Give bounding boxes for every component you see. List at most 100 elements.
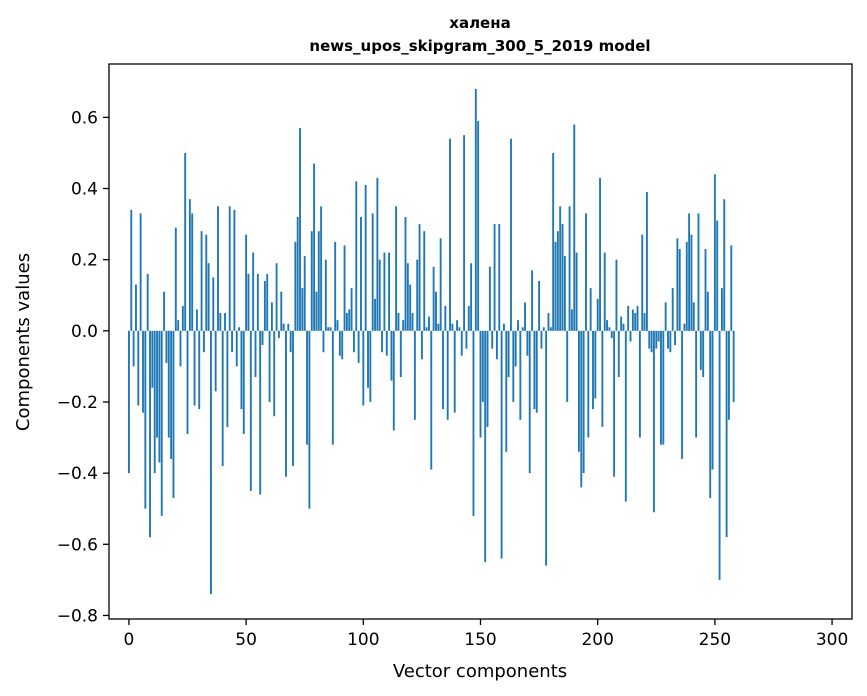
bar bbox=[275, 263, 278, 331]
bar bbox=[437, 323, 440, 331]
bar bbox=[709, 330, 712, 499]
bar bbox=[563, 256, 566, 331]
bar bbox=[334, 241, 337, 331]
bar bbox=[498, 224, 501, 331]
bar bbox=[289, 330, 292, 353]
bar bbox=[397, 313, 400, 331]
bar bbox=[362, 330, 365, 406]
bar bbox=[388, 252, 391, 331]
bar bbox=[270, 302, 273, 331]
bar bbox=[460, 330, 463, 356]
bar bbox=[228, 206, 231, 331]
bar bbox=[706, 291, 709, 331]
bar bbox=[303, 256, 306, 331]
bar bbox=[296, 216, 299, 331]
bar bbox=[622, 323, 625, 331]
bar bbox=[381, 330, 383, 353]
bar bbox=[578, 330, 580, 452]
bar bbox=[153, 330, 156, 474]
bar bbox=[249, 330, 252, 491]
bar bbox=[718, 330, 721, 580]
bar bbox=[453, 330, 456, 413]
bar bbox=[345, 313, 348, 331]
bar bbox=[287, 323, 290, 331]
bar bbox=[678, 249, 681, 331]
x-axis-label: Vector components bbox=[393, 661, 567, 682]
bar bbox=[568, 206, 571, 331]
bar bbox=[538, 281, 541, 331]
bar bbox=[519, 330, 522, 420]
bar bbox=[681, 330, 684, 459]
bar bbox=[535, 330, 538, 413]
bar bbox=[599, 177, 601, 331]
bar bbox=[202, 330, 205, 353]
bar bbox=[650, 330, 653, 353]
bar bbox=[561, 224, 564, 331]
bar bbox=[510, 138, 512, 331]
bar bbox=[470, 263, 473, 331]
bar bbox=[477, 120, 480, 331]
bar bbox=[533, 330, 536, 410]
bar bbox=[399, 330, 402, 378]
bar bbox=[645, 192, 648, 331]
bar bbox=[704, 249, 707, 331]
bar bbox=[662, 330, 665, 445]
x-tick-label: 200 bbox=[581, 630, 613, 650]
bar bbox=[531, 270, 534, 331]
y-tick-label: −0.8 bbox=[57, 606, 98, 626]
x-tick-label: 150 bbox=[464, 630, 496, 650]
bar bbox=[472, 330, 475, 516]
bar bbox=[620, 316, 623, 331]
bar bbox=[713, 174, 716, 331]
bar bbox=[374, 298, 376, 331]
bar bbox=[596, 298, 599, 331]
bar bbox=[641, 234, 644, 331]
bar bbox=[254, 330, 257, 378]
bar bbox=[191, 213, 194, 331]
bar bbox=[627, 305, 630, 331]
bar bbox=[149, 330, 151, 538]
bar bbox=[653, 330, 655, 513]
bar bbox=[167, 330, 170, 438]
bar bbox=[552, 152, 555, 331]
bar bbox=[582, 330, 585, 474]
bar bbox=[259, 330, 262, 495]
y-tick-label: −0.2 bbox=[57, 393, 98, 413]
bar bbox=[240, 330, 243, 410]
bar bbox=[716, 220, 719, 331]
bar bbox=[549, 327, 552, 331]
bar bbox=[655, 330, 658, 349]
bar bbox=[357, 330, 360, 363]
bar bbox=[587, 330, 590, 438]
bar bbox=[242, 330, 245, 434]
bar bbox=[338, 330, 341, 356]
bar bbox=[212, 277, 215, 331]
bar bbox=[493, 224, 496, 331]
bar bbox=[238, 327, 241, 331]
bar bbox=[301, 288, 304, 331]
x-tick-label: 300 bbox=[816, 630, 848, 650]
bar bbox=[367, 330, 369, 388]
bar bbox=[252, 252, 255, 331]
bar bbox=[329, 327, 332, 331]
bar bbox=[261, 330, 264, 346]
bar bbox=[205, 234, 208, 331]
bar bbox=[219, 313, 222, 331]
bar bbox=[416, 259, 419, 331]
bar bbox=[217, 206, 219, 331]
bar bbox=[233, 209, 236, 331]
bar bbox=[526, 330, 529, 356]
x-tick-label: 0 bbox=[124, 630, 135, 650]
y-axis-ticks: −0.8 −0.6 −0.4 −0.2 0.0 0.2 0.4 0.6 bbox=[57, 108, 109, 626]
y-tick-label: 0.6 bbox=[71, 108, 98, 128]
bar bbox=[395, 206, 398, 331]
bar bbox=[702, 330, 705, 378]
bar bbox=[135, 284, 137, 331]
bar bbox=[451, 323, 454, 331]
bar bbox=[256, 273, 259, 331]
bar bbox=[667, 330, 669, 349]
bar bbox=[306, 330, 308, 445]
chart-title: халена bbox=[449, 14, 510, 32]
bar bbox=[165, 330, 168, 363]
bar bbox=[146, 273, 149, 331]
